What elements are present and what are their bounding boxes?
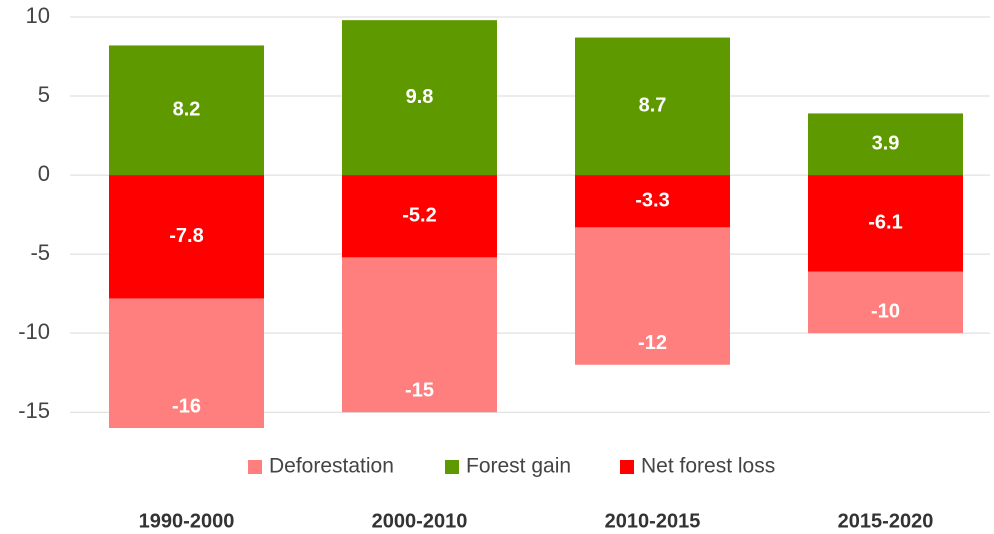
x-tick-label: 1990-2000 [139,510,235,532]
bar [575,175,730,228]
data-label: -10 [871,300,900,322]
bar [575,37,730,176]
y-tick-label: 0 [38,161,50,186]
data-label: -3.3 [635,189,669,211]
data-label: -6.1 [868,212,902,234]
data-label: 9.8 [406,86,434,108]
legend-swatch [248,460,262,474]
y-tick-label: -5 [30,240,50,265]
data-label: 3.9 [872,133,900,155]
data-label: -15 [405,379,434,401]
x-tick-label: 2000-2010 [372,510,468,532]
data-label: 8.2 [173,99,201,121]
y-tick-label: 5 [38,82,50,107]
legend-swatch [620,460,634,474]
data-label: -12 [638,332,667,354]
y-tick-label: 10 [26,3,50,28]
legend-label: Deforestation [269,455,394,478]
bar [109,45,264,176]
bar [109,175,264,299]
bar [342,20,497,176]
x-tick-label: 2010-2015 [605,510,701,532]
legend-label: Forest gain [466,455,571,478]
y-tick-label: -15 [18,398,50,423]
bar [808,113,963,176]
bar [808,175,963,272]
y-tick-label: -10 [18,319,50,344]
data-label: -16 [172,395,201,417]
data-label: -7.8 [169,225,203,247]
x-tick-label: 2015-2020 [838,510,934,532]
data-label: -5.2 [402,204,436,226]
legend-label: Net forest loss [641,455,775,478]
legend-swatch [445,460,459,474]
bar [342,175,497,258]
data-label: 8.7 [639,95,667,117]
